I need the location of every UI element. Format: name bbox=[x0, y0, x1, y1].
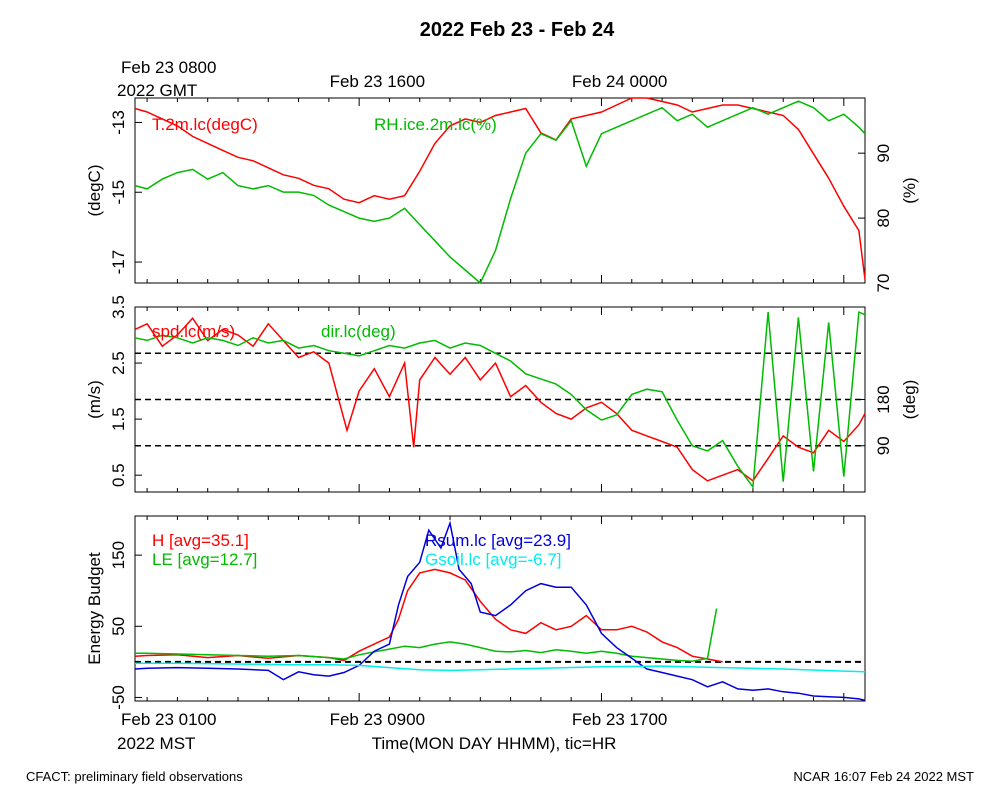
y-tick-label-left: 1.5 bbox=[109, 407, 128, 431]
top-axis-label: Feb 24 0000 bbox=[572, 72, 667, 91]
series-line-t bbox=[134, 97, 866, 280]
y-tick-label-left: -50 bbox=[109, 685, 128, 710]
y-axis-label-left: Energy Budget bbox=[85, 552, 104, 665]
y-tick-label-left: -13 bbox=[109, 110, 128, 135]
top-axis-labels: Feb 23 1600 Feb 24 0000 bbox=[330, 72, 668, 91]
y-axis-label-left: (degC) bbox=[85, 165, 104, 217]
legend-direction: dir.lc(deg) bbox=[321, 322, 396, 341]
y-tick-label-left: 150 bbox=[109, 541, 128, 569]
y-tick-label-left: -17 bbox=[109, 250, 128, 275]
legend-gsoil: Gsoil.lc [avg=-6.7] bbox=[425, 550, 562, 569]
chart-title: 2022 Feb 23 - Feb 24 bbox=[420, 19, 615, 41]
bottom-axis-first-label-year: 2022 MST bbox=[117, 734, 195, 753]
legend-rsum: Rsum.lc [avg=23.9] bbox=[425, 531, 571, 550]
footer-right: NCAR 16:07 Feb 24 2022 MST bbox=[793, 769, 974, 784]
energy-panel: 150 50 -50 Energy Budget H [avg=35.1]LE [avg… bbox=[85, 515, 866, 710]
top-axis-first-label-year: 2022 GMT bbox=[117, 81, 197, 100]
y-tick-label-left: 0.5 bbox=[109, 463, 128, 487]
series-line-dir bbox=[134, 311, 866, 489]
legend-le: LE [avg=12.7] bbox=[152, 550, 257, 569]
top-axis-label: Feb 23 1600 bbox=[330, 72, 425, 91]
bottom-axis-label: Feb 23 0900 bbox=[330, 710, 425, 729]
y-tick-label-right: 90 bbox=[874, 436, 893, 455]
y-tick-label-right: 70 bbox=[874, 274, 893, 293]
y-axis-label-right: (deg) bbox=[900, 380, 919, 420]
series-line-spd bbox=[134, 316, 866, 482]
y-tick-label-right: 80 bbox=[874, 209, 893, 228]
panel-frame bbox=[134, 515, 866, 702]
legend-rh: RH.ice.2m.lc(%) bbox=[374, 115, 497, 134]
series-line-h bbox=[134, 568, 723, 663]
bottom-axis-label: Feb 23 1700 bbox=[572, 710, 667, 729]
series-line-gsoil bbox=[135, 662, 866, 673]
series-line-le bbox=[135, 608, 718, 662]
y-tick-label-left: 50 bbox=[109, 617, 128, 636]
series-line-rh bbox=[134, 100, 866, 285]
y-tick-label-right: 180 bbox=[874, 385, 893, 413]
y-tick-label-left: 3.5 bbox=[109, 295, 128, 319]
legend-h: H [avg=35.1] bbox=[152, 531, 249, 550]
panel-frame bbox=[134, 97, 866, 284]
y-axis-label-right: (%) bbox=[900, 177, 919, 203]
y-tick-label-left: -15 bbox=[109, 180, 128, 205]
series-line-rsum bbox=[134, 520, 866, 702]
bottom-axis-first-label: Feb 23 0100 bbox=[121, 710, 216, 729]
legend-temperature: T.2m.lc(degC) bbox=[152, 115, 258, 134]
wind-panel: 3.5 2.5 1.5 0.5 (m/s) 180 90 (deg) spd.lc(m/s) di… bbox=[85, 295, 919, 493]
y-tick-label-right: 90 bbox=[874, 144, 893, 163]
legend-speed: spd.lc(m/s) bbox=[152, 322, 235, 341]
footer-left: CFACT: preliminary field observations bbox=[26, 769, 243, 784]
y-axis-label-left: (m/s) bbox=[85, 380, 104, 419]
bottom-axis-labels: Feb 23 0900 Feb 23 1700 bbox=[330, 710, 668, 729]
x-axis-label: Time(MON DAY HHMM), tic=HR bbox=[372, 734, 617, 753]
temperature-panel: -13 -15 -17 (degC) 90 80 70 (%) T.2m.lc(degC) RH.… bbox=[85, 97, 919, 293]
top-axis-first-label: Feb 23 0800 bbox=[121, 58, 216, 77]
y-tick-label-left: 2.5 bbox=[109, 351, 128, 375]
